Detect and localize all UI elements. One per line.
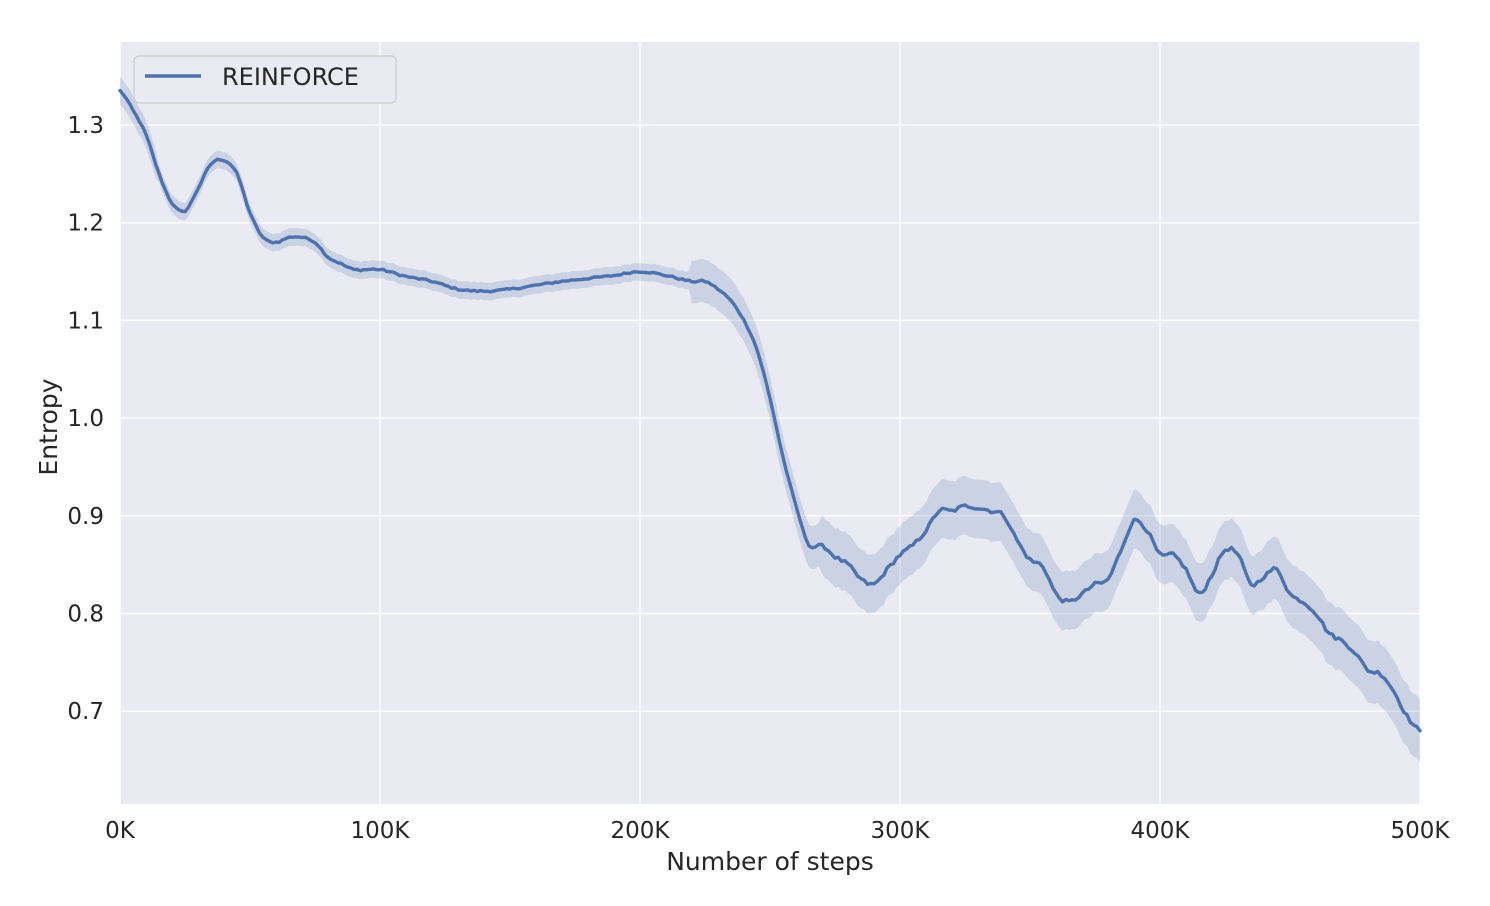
legend-box [133, 55, 397, 104]
confidence-band [120, 76, 1420, 762]
x-tick-label: 200K [611, 818, 671, 844]
grid-lines [119, 42, 1421, 804]
y-tick-label: 0.8 [67, 602, 104, 628]
x-tick-label: 500K [1391, 818, 1451, 844]
y-tick-label: 1.1 [67, 308, 104, 334]
x-axis-label: Number of steps [666, 847, 874, 876]
legend: REINFORCE [133, 55, 397, 104]
x-tick-label: 400K [1131, 818, 1191, 844]
x-tick-labels: 0K 100K 200K 300K 400K 500K [105, 818, 1450, 844]
series-line-reinforce [118, 88, 1422, 733]
x-tick-label: 300K [871, 818, 931, 844]
y-tick-label: 1.3 [67, 113, 104, 139]
x-tick-label: 0K [105, 818, 136, 844]
plot-background [120, 42, 1420, 804]
y-tick-labels: 0.7 0.8 0.9 1.0 1.1 1.2 1.3 [67, 113, 104, 725]
legend-label: REINFORCE [222, 63, 359, 91]
y-axis-label: Entropy [34, 378, 63, 475]
x-tick-label: 100K [351, 818, 411, 844]
y-tick-label: 0.9 [67, 504, 104, 530]
y-tick-label: 0.7 [67, 699, 104, 725]
y-tick-label: 1.2 [67, 211, 104, 237]
y-tick-label: 1.0 [67, 406, 104, 432]
